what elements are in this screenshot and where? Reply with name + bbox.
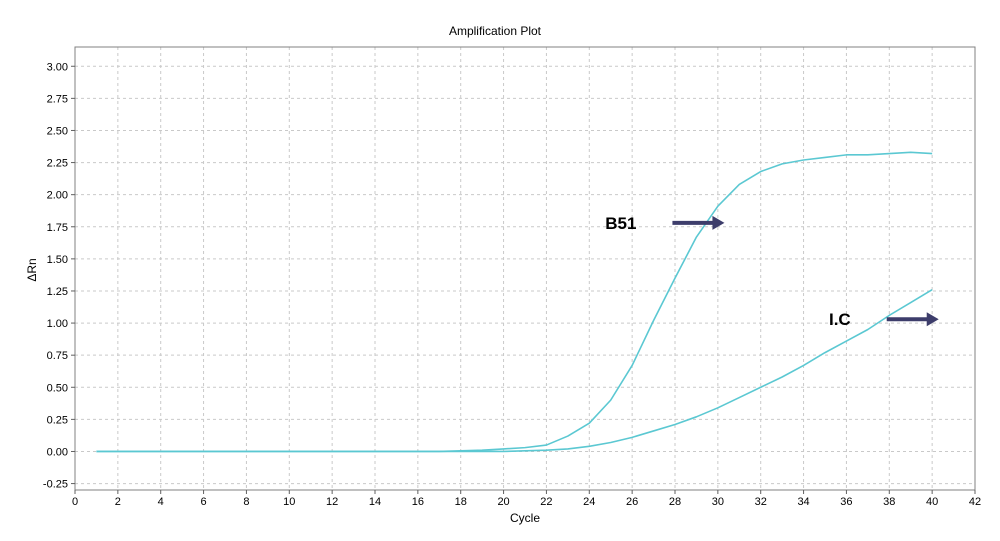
x-tick-label: 6 [201,496,207,508]
y-tick-label: 1.00 [47,318,68,330]
annotation-label: I.C [829,310,851,329]
x-tick-label: 14 [369,496,381,508]
plot-frame [74,46,976,491]
x-tick-label: 26 [626,496,638,508]
x-axis-label: Cycle [510,511,540,525]
x-tick-label: 22 [540,496,552,508]
x-axis: 0 2 4 6 8 10 12 14 16 18 20 22 24 26 28 30 32 34 36 38 40 42 [72,490,981,508]
series-line-1 [96,289,933,453]
grid [75,47,975,490]
arrow-head [712,215,725,230]
series-line-0 [96,151,933,453]
x-tick-label: 30 [712,496,724,508]
y-tick-label: 2.00 [47,190,68,202]
y-tick-label: 3.00 [47,61,68,73]
y-tick-label: 0.25 [47,414,68,426]
y-tick-label: 1.25 [47,286,68,298]
y-tick-label: 2.75 [47,93,68,105]
x-tick-label: 38 [883,496,895,508]
x-tick-label: 34 [797,496,809,508]
x-tick-label: 2 [115,496,121,508]
series-group [96,151,933,453]
x-tick-label: 8 [243,496,249,508]
annotations: B51 I.C [605,214,939,329]
chart-title: Amplification Plot [449,24,542,38]
x-tick-label: 32 [755,496,767,508]
y-tick-label: 2.25 [47,158,68,170]
x-tick-label: 12 [326,496,338,508]
arrow-icon [672,215,725,230]
y-tick-label: 1.75 [47,222,68,234]
y-axis-label: ΔRn [25,258,39,281]
x-tick-label: 10 [283,496,295,508]
x-tick-label: 18 [455,496,467,508]
x-tick-label: 20 [497,496,509,508]
y-tick-label: 0.00 [47,446,68,458]
arrow-icon [886,312,939,327]
x-tick-label: 24 [583,496,595,508]
x-tick-label: 0 [72,496,78,508]
y-axis: -0.25 0.00 0.25 0.50 0.75 1.00 1.25 1.50 1.75 2.0… [43,61,75,491]
x-tick-label: 40 [926,496,938,508]
x-tick-label: 36 [840,496,852,508]
y-tick-label: -0.25 [43,479,68,491]
x-tick-label: 4 [158,496,164,508]
y-tick-label: 2.50 [47,125,68,137]
y-tick-label: 0.75 [47,350,68,362]
x-tick-label: 42 [969,496,981,508]
x-tick-label: 16 [412,496,424,508]
annotation-label: B51 [605,214,636,233]
arrow-head [926,312,939,327]
y-tick-label: 0.50 [47,382,68,394]
y-tick-label: 1.50 [47,254,68,266]
x-tick-label: 28 [669,496,681,508]
